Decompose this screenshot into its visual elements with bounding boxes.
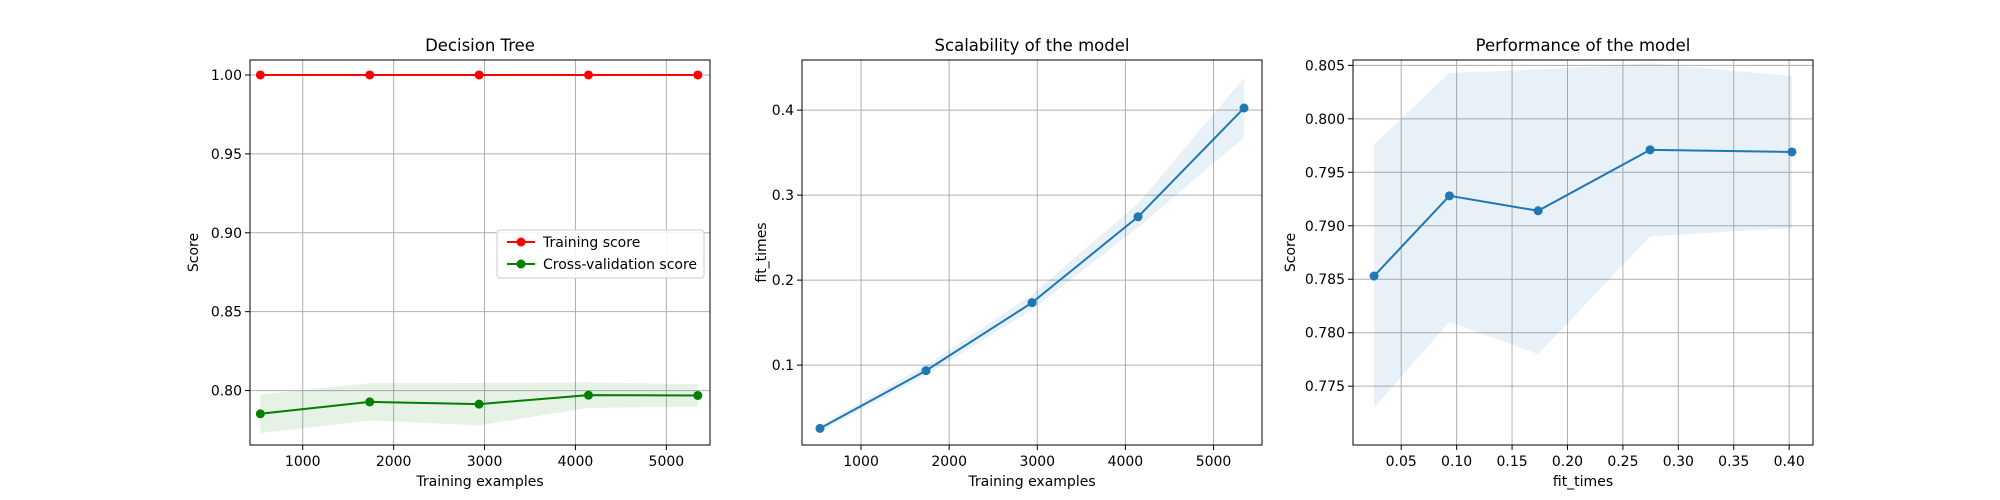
y-axis-label: fit_times bbox=[754, 222, 770, 282]
point-series-1-0 bbox=[255, 409, 265, 419]
point-series-0-3 bbox=[583, 70, 593, 80]
point-series-1-4 bbox=[693, 390, 703, 400]
point-series-0-4 bbox=[1787, 147, 1797, 157]
y-tick-label-4: 1.00 bbox=[211, 68, 242, 84]
x-axis-label: Training examples bbox=[415, 474, 543, 490]
y-tick-label-2: 0.785 bbox=[1305, 272, 1345, 288]
point-series-0-1 bbox=[1444, 191, 1454, 201]
point-series-0-1 bbox=[365, 70, 375, 80]
x-tick-label-3: 0.20 bbox=[1552, 454, 1583, 470]
x-tick-label-7: 0.40 bbox=[1774, 454, 1805, 470]
x-tick-label-5: 0.30 bbox=[1663, 454, 1694, 470]
y-tick-label-1: 0.2 bbox=[772, 273, 794, 289]
x-tick-label-0: 1000 bbox=[285, 454, 321, 470]
point-series-0-0 bbox=[1369, 271, 1379, 281]
point-series-0-0 bbox=[815, 423, 825, 433]
point-series-0-2 bbox=[1027, 298, 1037, 308]
y-tick-label-1: 0.780 bbox=[1305, 326, 1345, 342]
x-tick-label-6: 0.35 bbox=[1718, 454, 1749, 470]
x-axis-label: Training examples bbox=[967, 474, 1095, 490]
y-tick-label-0: 0.80 bbox=[211, 384, 242, 400]
x-tick-label-2: 3000 bbox=[1019, 454, 1055, 470]
y-tick-label-6: 0.805 bbox=[1305, 58, 1345, 74]
y-tick-label-0: 0.1 bbox=[772, 358, 794, 374]
legend-label-0: Training score bbox=[542, 235, 640, 251]
point-series-0-2 bbox=[474, 70, 484, 80]
y-tick-label-1: 0.85 bbox=[211, 305, 242, 321]
y-tick-label-4: 0.795 bbox=[1305, 165, 1345, 181]
point-series-0-3 bbox=[1133, 212, 1143, 222]
band-series-0 bbox=[1374, 63, 1792, 408]
y-tick-label-5: 0.800 bbox=[1305, 112, 1345, 128]
x-tick-label-3: 4000 bbox=[558, 454, 594, 470]
x-tick-label-4: 5000 bbox=[1196, 454, 1232, 470]
point-series-0-4 bbox=[1239, 103, 1249, 113]
axes-frame bbox=[801, 59, 1263, 446]
point-series-0-4 bbox=[693, 70, 703, 80]
legend: Training score Cross-validation score bbox=[496, 229, 705, 279]
x-tick-label-4: 5000 bbox=[649, 454, 685, 470]
x-tick-label-2: 3000 bbox=[467, 454, 503, 470]
y-tick-label-3: 0.4 bbox=[772, 103, 794, 119]
point-series-0-2 bbox=[1533, 206, 1543, 216]
x-tick-label-1: 0.10 bbox=[1441, 454, 1472, 470]
y-tick-label-3: 0.95 bbox=[211, 147, 242, 163]
y-tick-label-3: 0.790 bbox=[1305, 219, 1345, 235]
legend-marker-0 bbox=[516, 237, 526, 247]
y-tick-label-2: 0.3 bbox=[772, 188, 794, 204]
x-tick-label-0: 1000 bbox=[843, 454, 879, 470]
legend-box bbox=[496, 229, 705, 279]
y-axis-label: Score bbox=[186, 233, 202, 272]
point-series-1-1 bbox=[365, 397, 375, 407]
x-tick-label-1: 2000 bbox=[931, 454, 967, 470]
x-tick-label-2: 0.15 bbox=[1496, 454, 1527, 470]
band-series-0 bbox=[819, 77, 1245, 432]
point-series-0-0 bbox=[255, 70, 265, 80]
y-tick-label-2: 0.90 bbox=[211, 226, 242, 242]
x-tick-label-0: 0.05 bbox=[1386, 454, 1417, 470]
point-series-1-3 bbox=[583, 390, 593, 400]
point-series-1-2 bbox=[474, 399, 484, 409]
point-series-0-3 bbox=[1645, 145, 1655, 155]
x-tick-label-3: 4000 bbox=[1108, 454, 1144, 470]
legend-marker-1 bbox=[516, 259, 526, 269]
legend-label-1: Cross-validation score bbox=[543, 257, 697, 273]
panel-decision-tree: 1000 2000 3000 4000 5000 0.80 0.85 0.90 0.95 1.00… bbox=[186, 36, 711, 490]
axes-frame bbox=[1352, 59, 1814, 446]
x-tick-label-4: 0.25 bbox=[1607, 454, 1638, 470]
panel-performance: 0.05 0.10 0.15 0.20 0.25 0.30 0.35 0.40 0.775 0.7… bbox=[1283, 36, 1814, 490]
panel-scalability: 1000 2000 3000 4000 5000 0.1 0.2 0.3 0.4 Scalabil… bbox=[754, 36, 1263, 490]
y-axis-label: Score bbox=[1283, 233, 1299, 272]
chart-title: Performance of the model bbox=[1476, 36, 1691, 55]
x-axis-label: fit_times bbox=[1553, 474, 1613, 490]
y-tick-label-0: 0.775 bbox=[1305, 379, 1345, 395]
axes-frame bbox=[249, 59, 711, 446]
chart-title: Scalability of the model bbox=[935, 36, 1130, 55]
chart-title: Decision Tree bbox=[425, 36, 535, 55]
x-tick-label-1: 2000 bbox=[376, 454, 412, 470]
point-series-0-1 bbox=[921, 366, 931, 376]
